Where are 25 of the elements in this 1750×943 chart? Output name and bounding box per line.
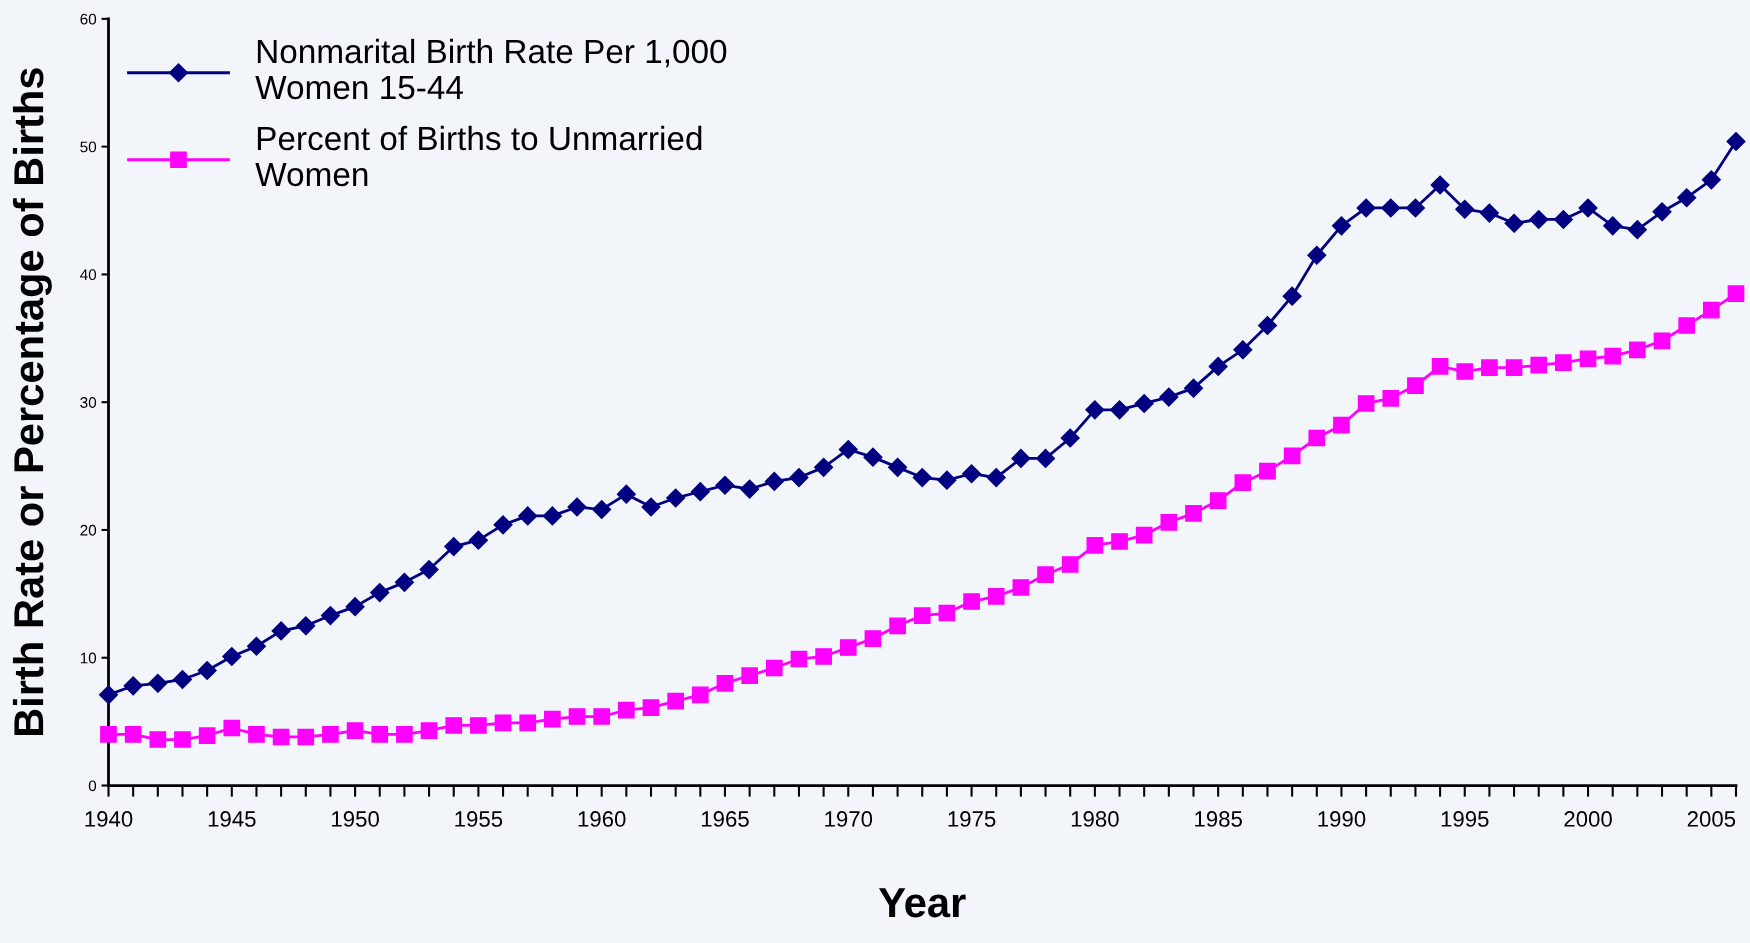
legend-label: Nonmarital Birth Rate Per 1,000 Women 15-44 [255, 38, 727, 100]
x-tick-label: 1960 [578, 811, 626, 827]
x-axis-title: Year [878, 888, 966, 918]
legend-label: Percent of Births to Unmarried Women [255, 125, 702, 187]
x-tick-label: 1990 [1318, 811, 1366, 827]
x-tick-label: 1945 [208, 811, 256, 827]
x-tick-label: 1975 [948, 811, 996, 827]
x-tick-label: 2005 [1687, 811, 1736, 827]
y-tick-label: 40 [80, 269, 97, 281]
y-axis-title: Birth Rate or Percentage of Births [12, 68, 52, 736]
y-tick-label: 10 [80, 652, 97, 664]
y-tick-label: 60 [80, 13, 97, 25]
y-tick-label: 20 [80, 524, 97, 536]
x-tick-label: 1950 [332, 811, 379, 827]
x-tick-label: 1985 [1195, 811, 1242, 827]
x-tick-label: 1940 [85, 811, 133, 827]
x-tick-label: 1955 [455, 811, 503, 827]
y-tick-label: 50 [80, 141, 97, 153]
x-tick-label: 1995 [1441, 811, 1489, 827]
x-tick-label: 1965 [701, 811, 749, 827]
y-tick-label: 30 [80, 397, 97, 408]
x-tick-label: 2000 [1564, 811, 1612, 827]
x-tick-label: 1970 [825, 811, 873, 827]
x-tick-label: 1980 [1071, 811, 1119, 827]
y-tick-label: 0 [88, 780, 97, 792]
